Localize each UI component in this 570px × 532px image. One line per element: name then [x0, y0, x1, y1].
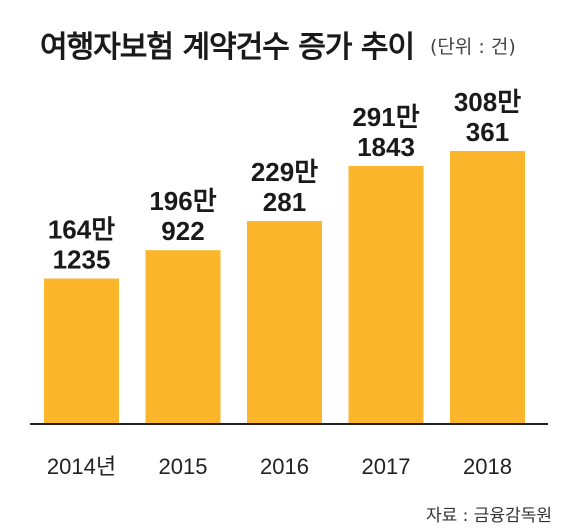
value-label-remainder: 281	[263, 187, 306, 217]
category-label: 2017	[362, 454, 411, 479]
value-label-remainder: 922	[161, 216, 204, 246]
category-label: 2015	[159, 454, 208, 479]
category-label: 2016	[260, 454, 309, 479]
value-label-man: 308만	[454, 87, 521, 117]
value-label-remainder: 1235	[53, 245, 111, 275]
value-label-man: 229만	[251, 157, 318, 187]
chart-title: 여행자보험 계약건수 증가 추이	[40, 30, 415, 65]
value-label-man: 196만	[149, 186, 216, 216]
value-label-remainder: 361	[466, 117, 509, 147]
value-label-man: 291만	[352, 102, 419, 132]
unit-label: (단위 : 건)	[430, 36, 516, 58]
bar-2017	[348, 165, 424, 425]
value-label-man: 164만	[48, 215, 115, 245]
category-labels-group: 2014년 2015 2016 2017 2018	[47, 454, 512, 479]
category-label: 2018	[463, 454, 512, 479]
bar-2014년	[44, 278, 119, 424]
bars-group	[44, 151, 525, 425]
bar-2016	[247, 221, 322, 424]
bar-2018	[450, 151, 525, 424]
value-label-remainder: 1843	[357, 132, 415, 162]
category-label: 2014년	[47, 454, 116, 479]
bar-2015	[145, 250, 221, 424]
source-note: 자료 : 금융감독원	[425, 506, 552, 526]
